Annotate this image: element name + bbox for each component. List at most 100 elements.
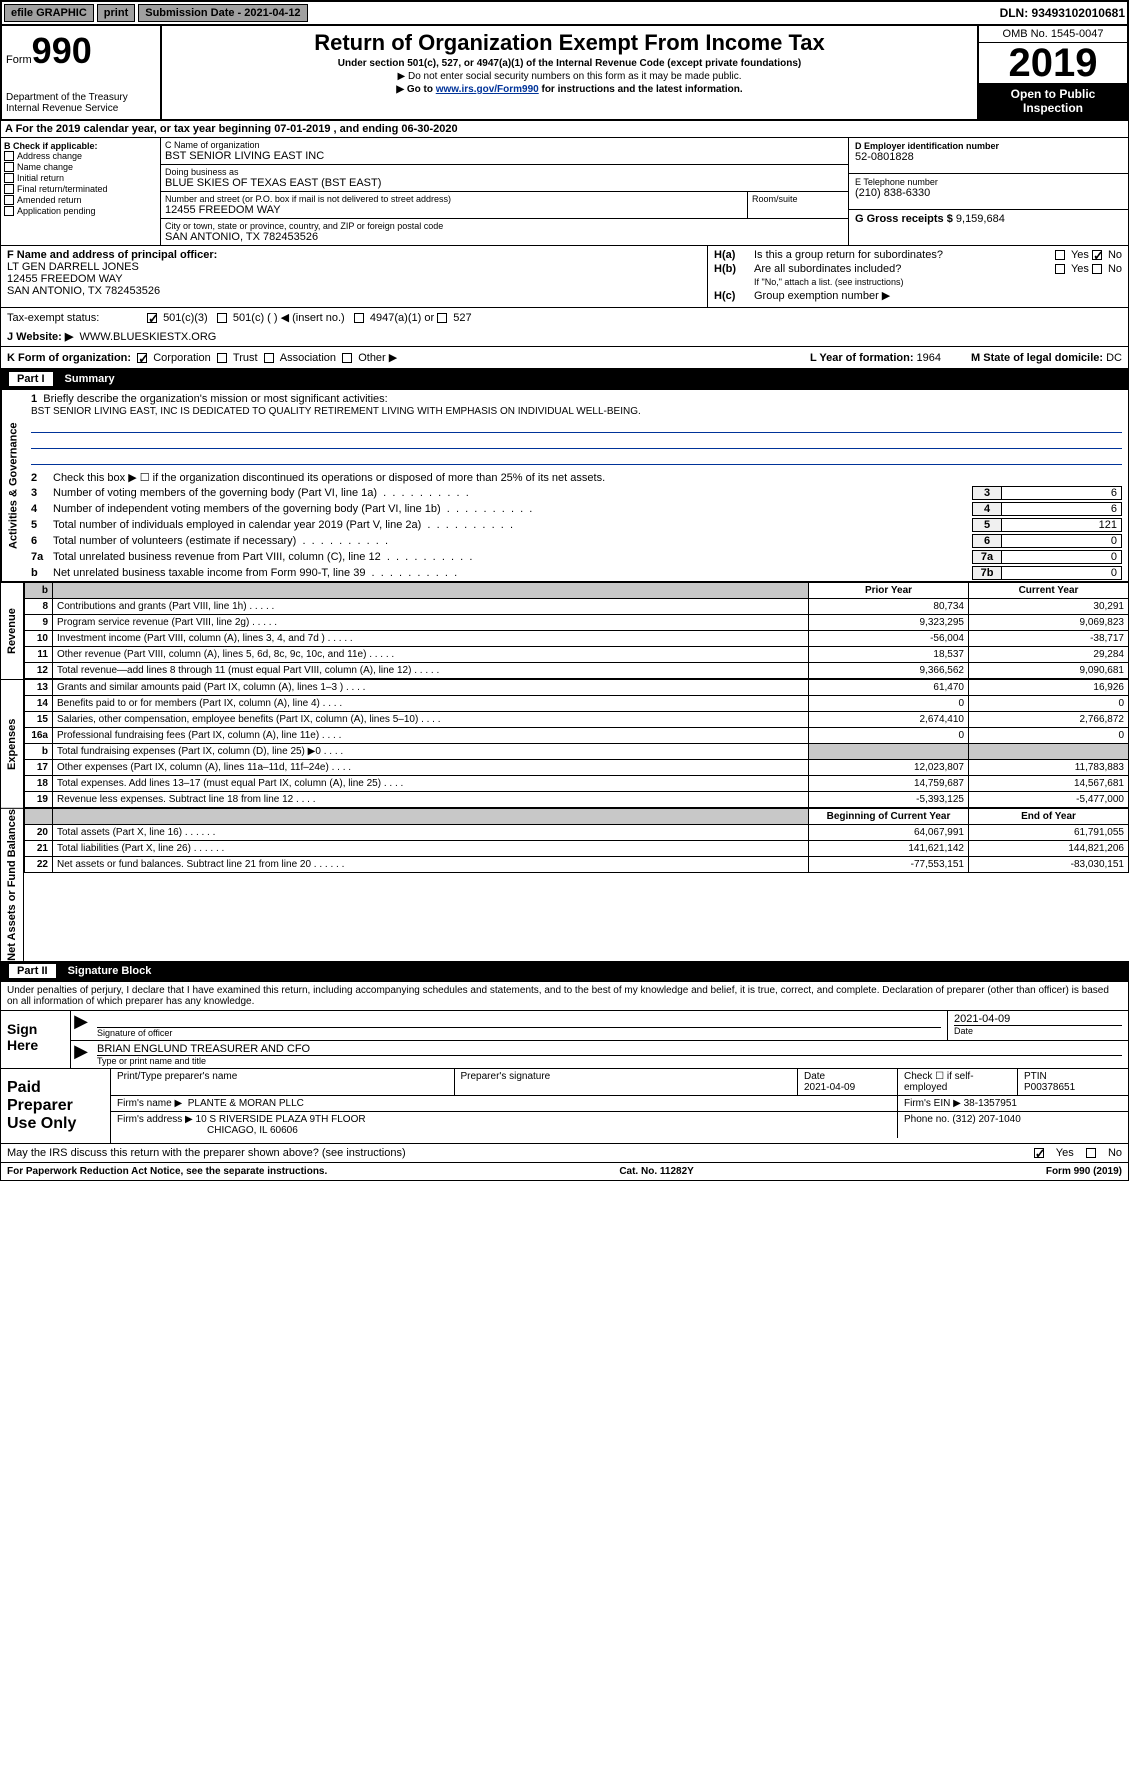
table-row: 11Other revenue (Part VIII, column (A), … (25, 647, 1129, 663)
group-exemption: Group exemption number ▶ (754, 289, 1122, 302)
col-f-officer: F Name and address of principal officer:… (1, 246, 708, 307)
header-right: OMB No. 1545-0047 2019 Open to PublicIns… (977, 26, 1127, 119)
col-b-checkboxes: B Check if applicable: Address change Na… (1, 138, 161, 245)
prep-date: 2021-04-09 (804, 1082, 855, 1093)
telephone: (210) 838-6330 (855, 187, 1122, 199)
sidebar-expenses: Expenses (0, 679, 24, 808)
chk-final-return[interactable] (4, 184, 14, 194)
form-header: Form 990 Department of the Treasury Inte… (0, 26, 1129, 121)
col-h-group: H(a) Is this a group return for subordin… (708, 246, 1128, 307)
section-b-g: B Check if applicable: Address change Na… (0, 138, 1129, 246)
print-btn[interactable]: print (97, 4, 135, 22)
chk-other[interactable] (342, 353, 352, 363)
chk-name-change[interactable] (4, 162, 14, 172)
header-left: Form 990 Department of the Treasury Inte… (2, 26, 162, 119)
row-i-tax-status: Tax-exempt status: 501(c)(3) 501(c) ( ) … (0, 308, 1129, 327)
street-address: 12455 FREEDOM WAY (165, 204, 743, 216)
form-ref: Form 990 (2019) (1046, 1166, 1122, 1177)
sign-here-label: Sign Here (1, 1011, 71, 1068)
chk-501c3[interactable] (147, 313, 157, 323)
chk-corp[interactable] (137, 353, 147, 363)
table-row: 14Benefits paid to or for members (Part … (25, 696, 1129, 712)
open-public-badge: Open to PublicInspection (979, 83, 1127, 119)
row-k-form-org: K Form of organization: Corporation Trus… (0, 347, 1129, 369)
firm-ein: 38-1357951 (964, 1098, 1017, 1109)
summary-line-4: 4Number of independent voting members of… (25, 501, 1128, 517)
hb-yes[interactable] (1055, 264, 1065, 274)
revenue-section: Revenue b Prior YearCurrent Year 8Contri… (0, 582, 1129, 679)
irs-link[interactable]: www.irs.gov/Form990 (436, 84, 539, 95)
summary-line-3: 3Number of voting members of the governi… (25, 485, 1128, 501)
perjury-statement: Under penalties of perjury, I declare th… (0, 982, 1129, 1011)
form-title: Return of Organization Exempt From Incom… (166, 30, 973, 56)
ein: 52-0801828 (855, 151, 1122, 163)
net-assets-table: Beginning of Current YearEnd of Year 20T… (24, 808, 1129, 873)
table-row: 22Net assets or fund balances. Subtract … (25, 857, 1129, 873)
chk-527[interactable] (437, 313, 447, 323)
state-domicile: DC (1106, 352, 1122, 364)
summary-line-7b: bNet unrelated business taxable income f… (25, 565, 1128, 581)
sidebar-net-assets: Net Assets or Fund Balances (0, 808, 24, 961)
chk-501c[interactable] (217, 313, 227, 323)
dln: DLN: 93493102010681 (1000, 6, 1125, 20)
chk-4947[interactable] (354, 313, 364, 323)
ha-yes[interactable] (1055, 250, 1065, 260)
sidebar-revenue: Revenue (0, 582, 24, 679)
summary-line-5: 5Total number of individuals employed in… (25, 517, 1128, 533)
irs-label: Internal Revenue Service (6, 103, 156, 114)
dba-name: BLUE SKIES OF TEXAS EAST (BST EAST) (165, 177, 844, 189)
chk-amended[interactable] (4, 195, 14, 205)
officer-typed-name: BRIAN ENGLUND TREASURER AND CFO (97, 1043, 1122, 1055)
governance-section: Activities & Governance 1 Briefly descri… (0, 390, 1129, 582)
firm-name: PLANTE & MORAN PLLC (188, 1098, 304, 1109)
table-row: 21Total liabilities (Part X, line 26) . … (25, 841, 1129, 857)
row-j-website: J Website: ▶ WWW.BLUESKIESTX.ORG (0, 327, 1129, 347)
chk-assoc[interactable] (264, 353, 274, 363)
tax-year: 2019 (979, 43, 1127, 83)
table-row: bTotal fundraising expenses (Part IX, co… (25, 744, 1129, 760)
form-word: Form (6, 54, 32, 66)
firm-address-2: CHICAGO, IL 60606 (117, 1125, 298, 1136)
year-formation: 1964 (917, 352, 941, 364)
submission-date: Submission Date - 2021-04-12 (138, 4, 307, 22)
org-name: BST SENIOR LIVING EAST INC (165, 150, 844, 162)
ptin: P00378651 (1024, 1082, 1075, 1093)
irs-discuss-yes[interactable] (1034, 1148, 1044, 1158)
irs-discuss-no[interactable] (1086, 1148, 1096, 1158)
ha-no[interactable] (1092, 250, 1102, 260)
page-footer: For Paperwork Reduction Act Notice, see … (0, 1163, 1129, 1181)
self-employed-check[interactable]: Check ☐ if self-employed (898, 1069, 1018, 1095)
net-assets-section: Net Assets or Fund Balances Beginning of… (0, 808, 1129, 961)
room-suite-label: Room/suite (752, 194, 844, 204)
summary-line-6: 6Total number of volunteers (estimate if… (25, 533, 1128, 549)
efile-btn[interactable]: efile GRAPHIC (4, 4, 94, 22)
gross-receipts: 9,159,684 (956, 213, 1005, 225)
table-row: 10Investment income (Part VIII, column (… (25, 631, 1129, 647)
table-row: 16aProfessional fundraising fees (Part I… (25, 728, 1129, 744)
hb-no[interactable] (1092, 264, 1102, 274)
table-row: 20Total assets (Part X, line 16) . . . .… (25, 825, 1129, 841)
chk-app-pending[interactable] (4, 206, 14, 216)
line-a: A For the 2019 calendar year, or tax yea… (0, 121, 1129, 138)
summary-line-7a: 7aTotal unrelated business revenue from … (25, 549, 1128, 565)
table-row: 15Salaries, other compensation, employee… (25, 712, 1129, 728)
table-row: 19Revenue less expenses. Subtract line 1… (25, 792, 1129, 808)
table-row: 18Total expenses. Add lines 13–17 (must … (25, 776, 1129, 792)
table-row: 12Total revenue—add lines 8 through 11 (… (25, 663, 1129, 679)
table-row: 9Program service revenue (Part VIII, lin… (25, 615, 1129, 631)
part-1-header: Part I Summary (0, 369, 1129, 390)
expenses-table: 13Grants and similar amounts paid (Part … (24, 679, 1129, 808)
table-row: 17Other expenses (Part IX, column (A), l… (25, 760, 1129, 776)
paid-preparer-block: Paid Preparer Use Only Print/Type prepar… (0, 1069, 1129, 1144)
arrow-icon: ▶ (71, 1041, 91, 1068)
sig-date: 2021-04-09 (954, 1013, 1122, 1025)
chk-address-change[interactable] (4, 151, 14, 161)
chk-trust[interactable] (217, 353, 227, 363)
city-state-zip: SAN ANTONIO, TX 782453526 (165, 231, 844, 243)
chk-initial-return[interactable] (4, 173, 14, 183)
mission-text: BST SENIOR LIVING EAST, INC IS DEDICATED… (31, 406, 641, 417)
sign-here-block: Sign Here ▶ Signature of officer 2021-04… (0, 1011, 1129, 1069)
cat-no: Cat. No. 11282Y (619, 1166, 693, 1177)
header-title-block: Return of Organization Exempt From Incom… (162, 26, 977, 119)
revenue-table: b Prior YearCurrent Year 8Contributions … (24, 582, 1129, 679)
